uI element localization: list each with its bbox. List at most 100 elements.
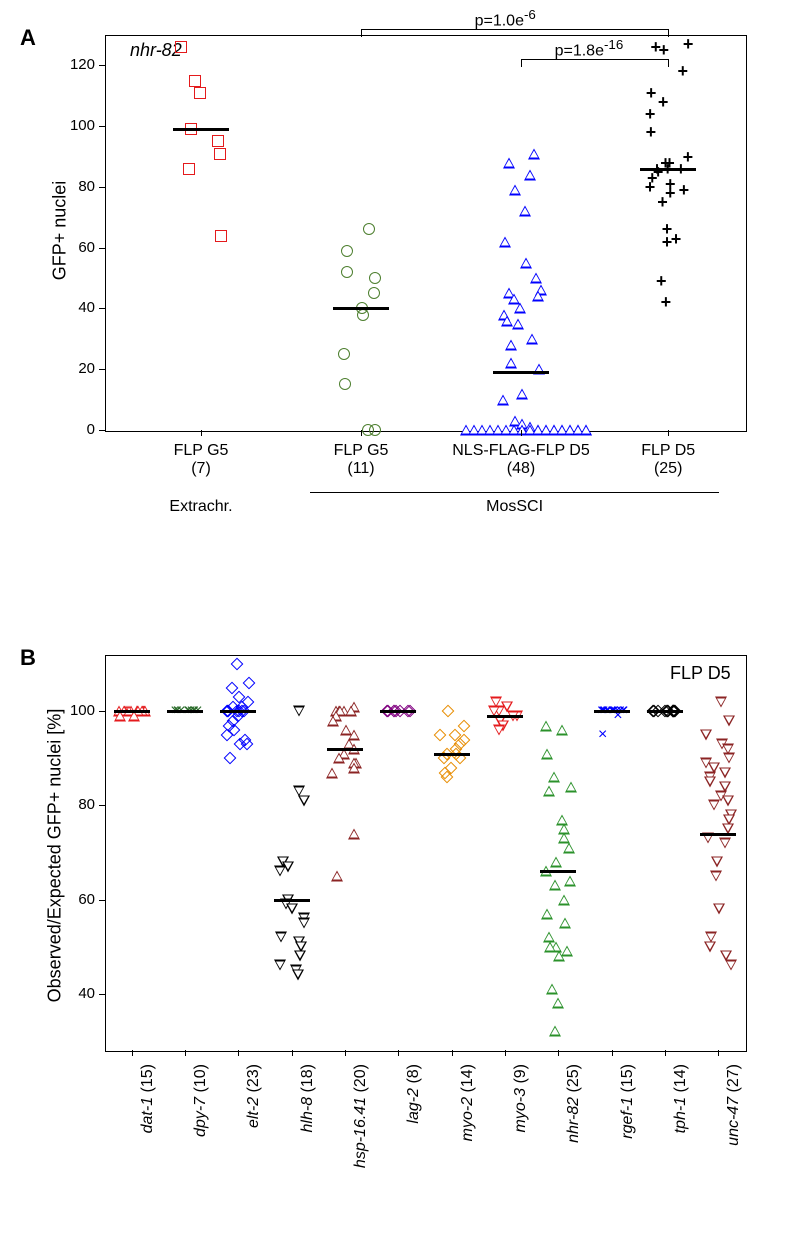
data-point	[563, 842, 575, 853]
data-point	[715, 697, 727, 708]
y-tick-mark	[99, 430, 105, 431]
data-point	[194, 87, 206, 99]
data-point: +	[646, 87, 657, 99]
data-point	[530, 273, 542, 284]
data-point	[189, 75, 201, 87]
median-bar	[594, 710, 630, 713]
y-tick-mark	[99, 187, 105, 188]
data-point	[556, 725, 568, 736]
data-point	[543, 786, 555, 797]
median-bar	[434, 753, 470, 756]
median-bar	[114, 710, 150, 713]
data-point	[503, 157, 515, 168]
data-point	[553, 950, 565, 961]
data-point	[711, 856, 723, 867]
data-point: +	[671, 233, 682, 245]
y-tick-mark	[99, 308, 105, 309]
data-point	[327, 715, 339, 726]
data-point: +	[657, 196, 668, 208]
data-point	[558, 894, 570, 905]
x-tick-label: hlh-8 (18)	[299, 1064, 317, 1214]
x-tick-label: nhr-82 (25)	[565, 1064, 583, 1214]
y-tick-label: 0	[87, 421, 95, 438]
data-point	[516, 388, 528, 399]
x-tick-label: myo-3 (9)	[512, 1064, 530, 1214]
data-point	[339, 378, 351, 390]
data-point: +	[659, 44, 670, 56]
x-tick-label: dpy-7 (10)	[192, 1064, 210, 1214]
data-point	[362, 424, 374, 436]
data-point	[704, 776, 716, 787]
data-point	[549, 1026, 561, 1037]
median-bar	[380, 710, 416, 713]
x-tick-label: unc-47 (27)	[725, 1064, 743, 1214]
figure-root: A nhr-82 GFP+ nuclei B FLP D5 Observed/E…	[0, 0, 791, 1243]
pvalue-tick	[668, 29, 669, 37]
data-point	[368, 287, 380, 299]
data-point: +	[678, 65, 689, 77]
y-tick-label: 100	[70, 117, 95, 134]
data-point: ×	[598, 729, 607, 741]
data-point	[183, 163, 195, 175]
data-point: +	[679, 184, 690, 196]
data-point	[704, 941, 716, 952]
data-point	[725, 960, 737, 971]
data-point	[505, 358, 517, 369]
data-point	[505, 339, 517, 350]
data-point	[298, 795, 310, 806]
data-point	[326, 767, 338, 778]
data-point: +	[656, 275, 667, 287]
x-tick-label: FLP G5(7)	[126, 442, 276, 478]
data-point	[512, 318, 524, 329]
data-point	[540, 720, 552, 731]
data-point	[528, 148, 540, 159]
data-point	[541, 748, 553, 759]
data-point	[546, 983, 558, 994]
y-tick-mark	[99, 711, 105, 712]
data-point	[524, 169, 536, 180]
data-point	[552, 997, 564, 1008]
median-bar	[487, 715, 523, 718]
data-point	[275, 932, 287, 943]
data-point	[175, 41, 187, 53]
y-tick-mark	[99, 805, 105, 806]
x-tick-mark	[521, 430, 522, 436]
data-point: +	[645, 181, 656, 193]
y-tick-mark	[99, 65, 105, 66]
x-tick-label: lag-2 (8)	[405, 1064, 423, 1214]
data-point	[215, 230, 227, 242]
y-tick-label: 60	[78, 239, 95, 256]
x-tick-mark	[398, 1050, 399, 1056]
pvalue-tick	[668, 59, 669, 67]
y-tick-label: 120	[70, 56, 95, 73]
x-tick-mark	[201, 430, 202, 436]
median-bar	[540, 870, 576, 873]
x-tick-mark	[238, 1050, 239, 1056]
data-point	[722, 795, 734, 806]
data-point	[493, 725, 505, 736]
data-point	[564, 875, 576, 886]
data-point	[708, 800, 720, 811]
data-point	[514, 303, 526, 314]
data-point: +	[645, 108, 656, 120]
y-tick-label: 20	[78, 360, 95, 377]
data-point	[274, 866, 286, 877]
y-tick-label: 80	[78, 178, 95, 195]
chart-b-ylabel: Observed/Expected GFP+ nuclei [%]	[45, 691, 66, 1021]
y-tick-label: 60	[78, 891, 95, 908]
group-underline	[310, 492, 720, 493]
data-point: +	[662, 236, 673, 248]
chart-a-corner-text: nhr-82	[130, 40, 182, 61]
data-point	[580, 425, 592, 436]
data-point	[341, 266, 353, 278]
y-tick-mark	[99, 994, 105, 995]
x-tick-mark	[361, 430, 362, 436]
chart-b-corner-text: FLP D5	[670, 663, 731, 684]
y-tick-label: 40	[78, 299, 95, 316]
x-tick-label: FLP G5(11)	[286, 442, 436, 478]
x-tick-mark	[132, 1050, 133, 1056]
data-point	[548, 772, 560, 783]
y-tick-label: 100	[70, 702, 95, 719]
data-point	[550, 856, 562, 867]
data-point	[499, 236, 511, 247]
